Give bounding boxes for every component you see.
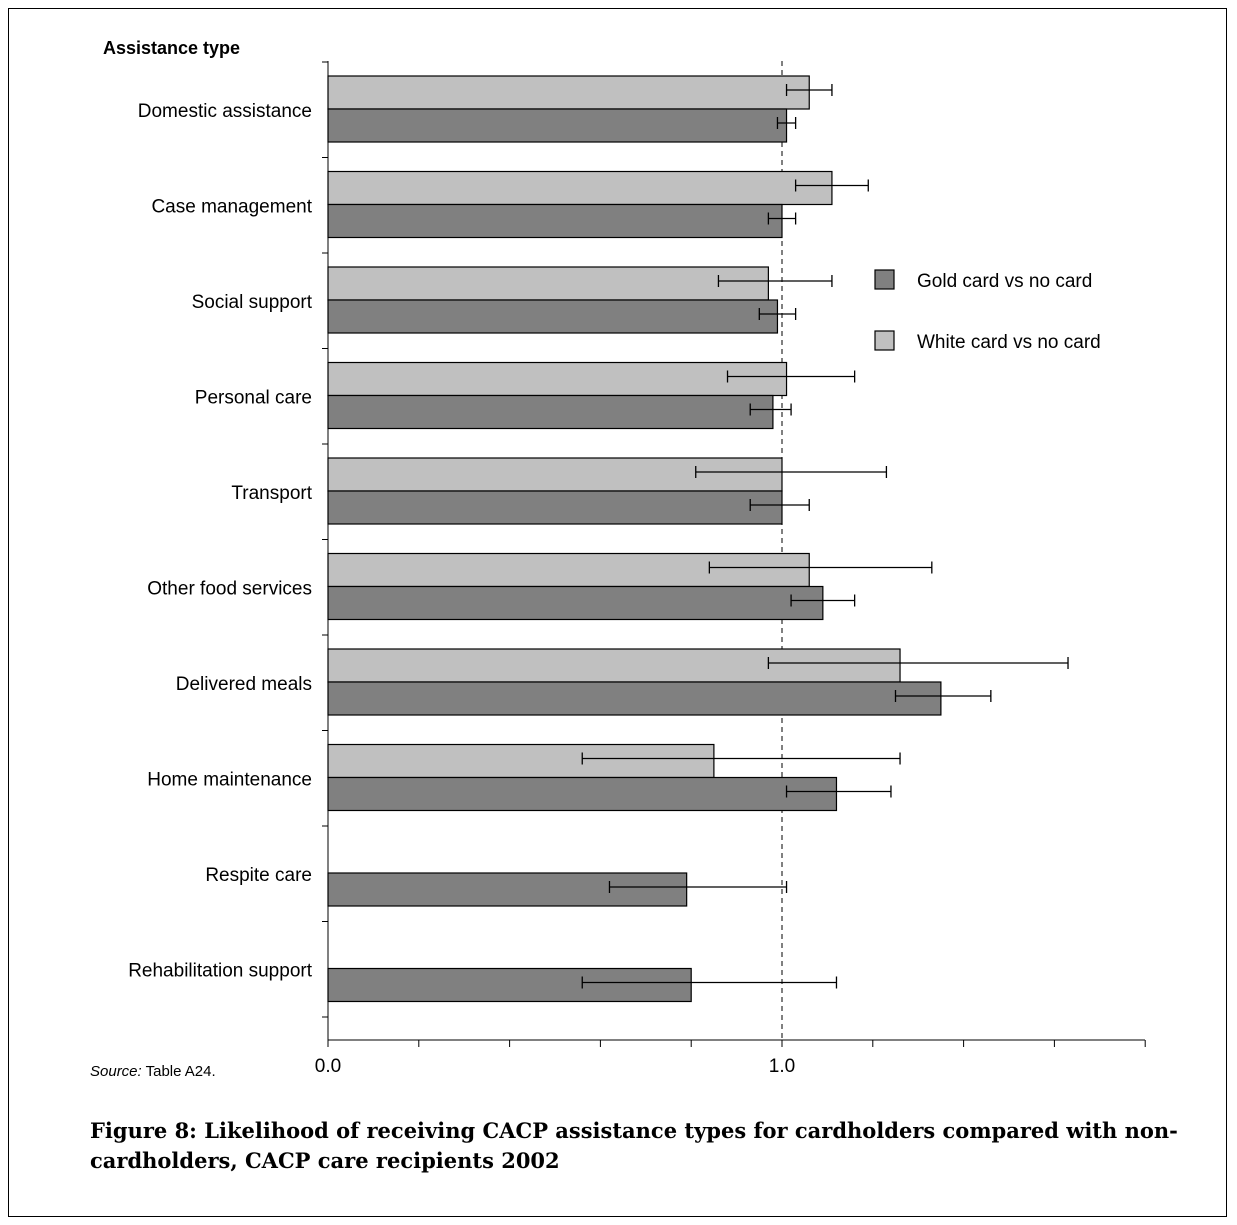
error-bar-white-card [581,752,901,765]
bar-white-card [327,648,901,683]
source-note: Source: Table A24. [90,1063,216,1080]
bar-gold-card [327,394,774,430]
source-prefix: Source: [90,1063,142,1080]
error-bar-gold-card [749,403,792,416]
bar-white-card [327,170,833,206]
chart-labels: 0.0 1.0 Domestic assistance Case management… [128,101,795,1077]
bar-white-card [327,552,810,588]
category-label: Personal care [195,388,312,409]
error-bar-white-card [794,179,869,192]
category-label: Social support [192,292,313,313]
category-label: Respite care [205,865,312,886]
figure-caption: Figure 8: Likelihood of receiving CACP a… [90,1118,1178,1173]
error-bar-white-card [767,657,1069,669]
bar-white-card [327,266,769,301]
legend-swatch [874,269,895,290]
category-label: Case management [151,197,312,218]
error-bar-gold-card [790,594,856,607]
bar-gold-card [327,203,783,239]
bar-white-card [327,361,788,397]
bar-white-card [327,75,810,110]
category-label: Domestic assistance [138,101,312,122]
error-bar-gold-card [776,117,797,129]
legend-label: White card vs no card [917,332,1101,353]
bar-gold-card [327,776,838,812]
error-bar-gold-card [758,308,797,320]
bar-gold-card [327,585,824,621]
error-bar-gold-card [608,881,788,893]
error-bar-gold-card [894,690,992,702]
error-bar-gold-card [767,212,797,225]
y-axis-title: Assistance type [103,38,241,58]
legend-swatch [874,330,895,351]
bar-white-card [327,457,783,492]
category-label: Rehabilitation support [128,961,313,982]
error-bar-white-card [785,84,833,96]
error-bar-white-card [726,370,856,383]
error-bar-gold-card [785,785,892,798]
category-label: Transport [231,483,312,504]
bar-gold-card [327,108,788,143]
chart-legend: Gold card vs no card White card vs no car… [874,269,1101,353]
category-label: Other food services [147,579,312,600]
category-label: Home maintenance [147,770,312,791]
legend-label: Gold card vs no card [917,271,1092,292]
error-bar-white-card [695,466,888,478]
x-tick-label: 0.0 [315,1056,341,1077]
error-bar-gold-card [581,976,838,989]
bar-gold-card [327,872,688,907]
source-text: Table A24. [141,1063,216,1080]
chart-bars [327,75,1069,1003]
bar-gold-card [327,299,779,334]
bar-white-card [327,743,715,779]
error-bar-white-card [708,561,933,574]
bar-gold-card [327,967,692,1003]
figure-frame [8,8,1227,1217]
bar-gold-card [327,490,783,525]
x-tick-label: 1.0 [769,1056,795,1077]
error-bar-gold-card [749,499,810,511]
category-label: Delivered meals [176,674,312,695]
error-bar-white-card [717,275,833,287]
bar-gold-card [327,681,942,716]
